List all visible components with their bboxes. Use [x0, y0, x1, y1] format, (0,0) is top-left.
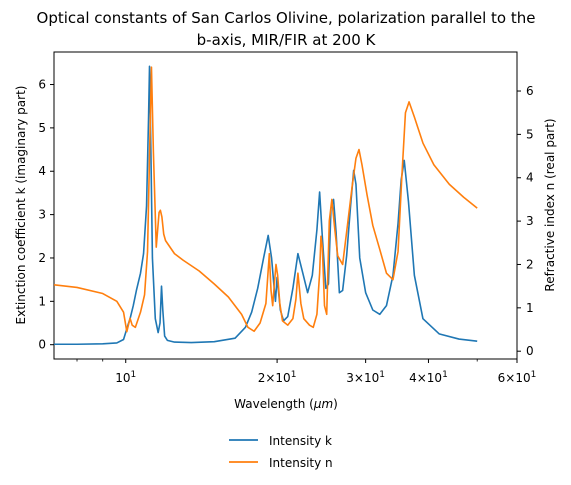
y-right-tick-label: 6	[526, 84, 534, 98]
y-right-tick-label: 4	[526, 171, 534, 185]
y-left-tick-label: 0	[38, 338, 46, 352]
series-line-n	[54, 66, 478, 333]
series-layer	[54, 65, 478, 346]
legend-label-n: Intensity n	[269, 456, 333, 470]
y-right-tick-label: 1	[526, 301, 534, 315]
y-right-tick-label: 5	[526, 127, 534, 141]
x-tick-label-base: 6×10	[498, 371, 531, 385]
legend: Intensity k Intensity n	[229, 434, 333, 470]
x-tick-label-exponent: 1	[531, 370, 537, 380]
y-axis-right-label: Refractive index n (real part)	[543, 118, 557, 291]
x-axis-label: Wavelength (μm)	[234, 397, 338, 411]
chart-title-line-1: Optical constants of San Carlos Olivine,…	[37, 9, 536, 27]
x-axis-label-suffix: )	[333, 397, 338, 411]
x-tick-label: 6×101	[498, 370, 537, 385]
plot-area-frame	[53, 51, 518, 360]
y-right-tick-label: 2	[526, 257, 534, 271]
chart-title-line-2: b-axis, MIR/FIR at 200 K	[197, 31, 377, 49]
legend-label-k: Intensity k	[269, 434, 332, 448]
y-left-tick-label: 4	[38, 164, 46, 178]
y-left-tick-label: 3	[38, 208, 46, 222]
x-tick-label-base: 10	[115, 371, 130, 385]
y-right-tick-label: 0	[526, 344, 534, 358]
x-tick-label-exponent: 1	[442, 370, 448, 380]
y-axis-left-label: Extinction coefficient k (imaginary part…	[14, 86, 28, 325]
x-tick-label-exponent: 1	[291, 370, 297, 380]
x-tick-label: 2×101	[258, 370, 297, 385]
y-left-tick-label: 5	[38, 121, 46, 135]
x-axis-label-unit: μm	[313, 397, 333, 411]
x-tick-label: 3×101	[346, 370, 385, 385]
x-tick-label-base: 2×10	[258, 371, 291, 385]
x-tick-label: 4×101	[409, 370, 448, 385]
x-axis-label-prefix: Wavelength (	[234, 397, 314, 411]
x-tick-label-base: 3×10	[346, 371, 379, 385]
x-tick-label-exponent: 1	[379, 370, 385, 380]
y-left-tick-label: 6	[38, 78, 46, 92]
y-left-tick-label: 1	[38, 294, 46, 308]
x-tick-label: 101	[115, 370, 136, 385]
y-left-tick-label: 2	[38, 251, 46, 265]
y-right-tick-label: 3	[526, 214, 534, 228]
x-tick-label-exponent: 1	[131, 370, 137, 380]
x-tick-label-base: 4×10	[409, 371, 442, 385]
